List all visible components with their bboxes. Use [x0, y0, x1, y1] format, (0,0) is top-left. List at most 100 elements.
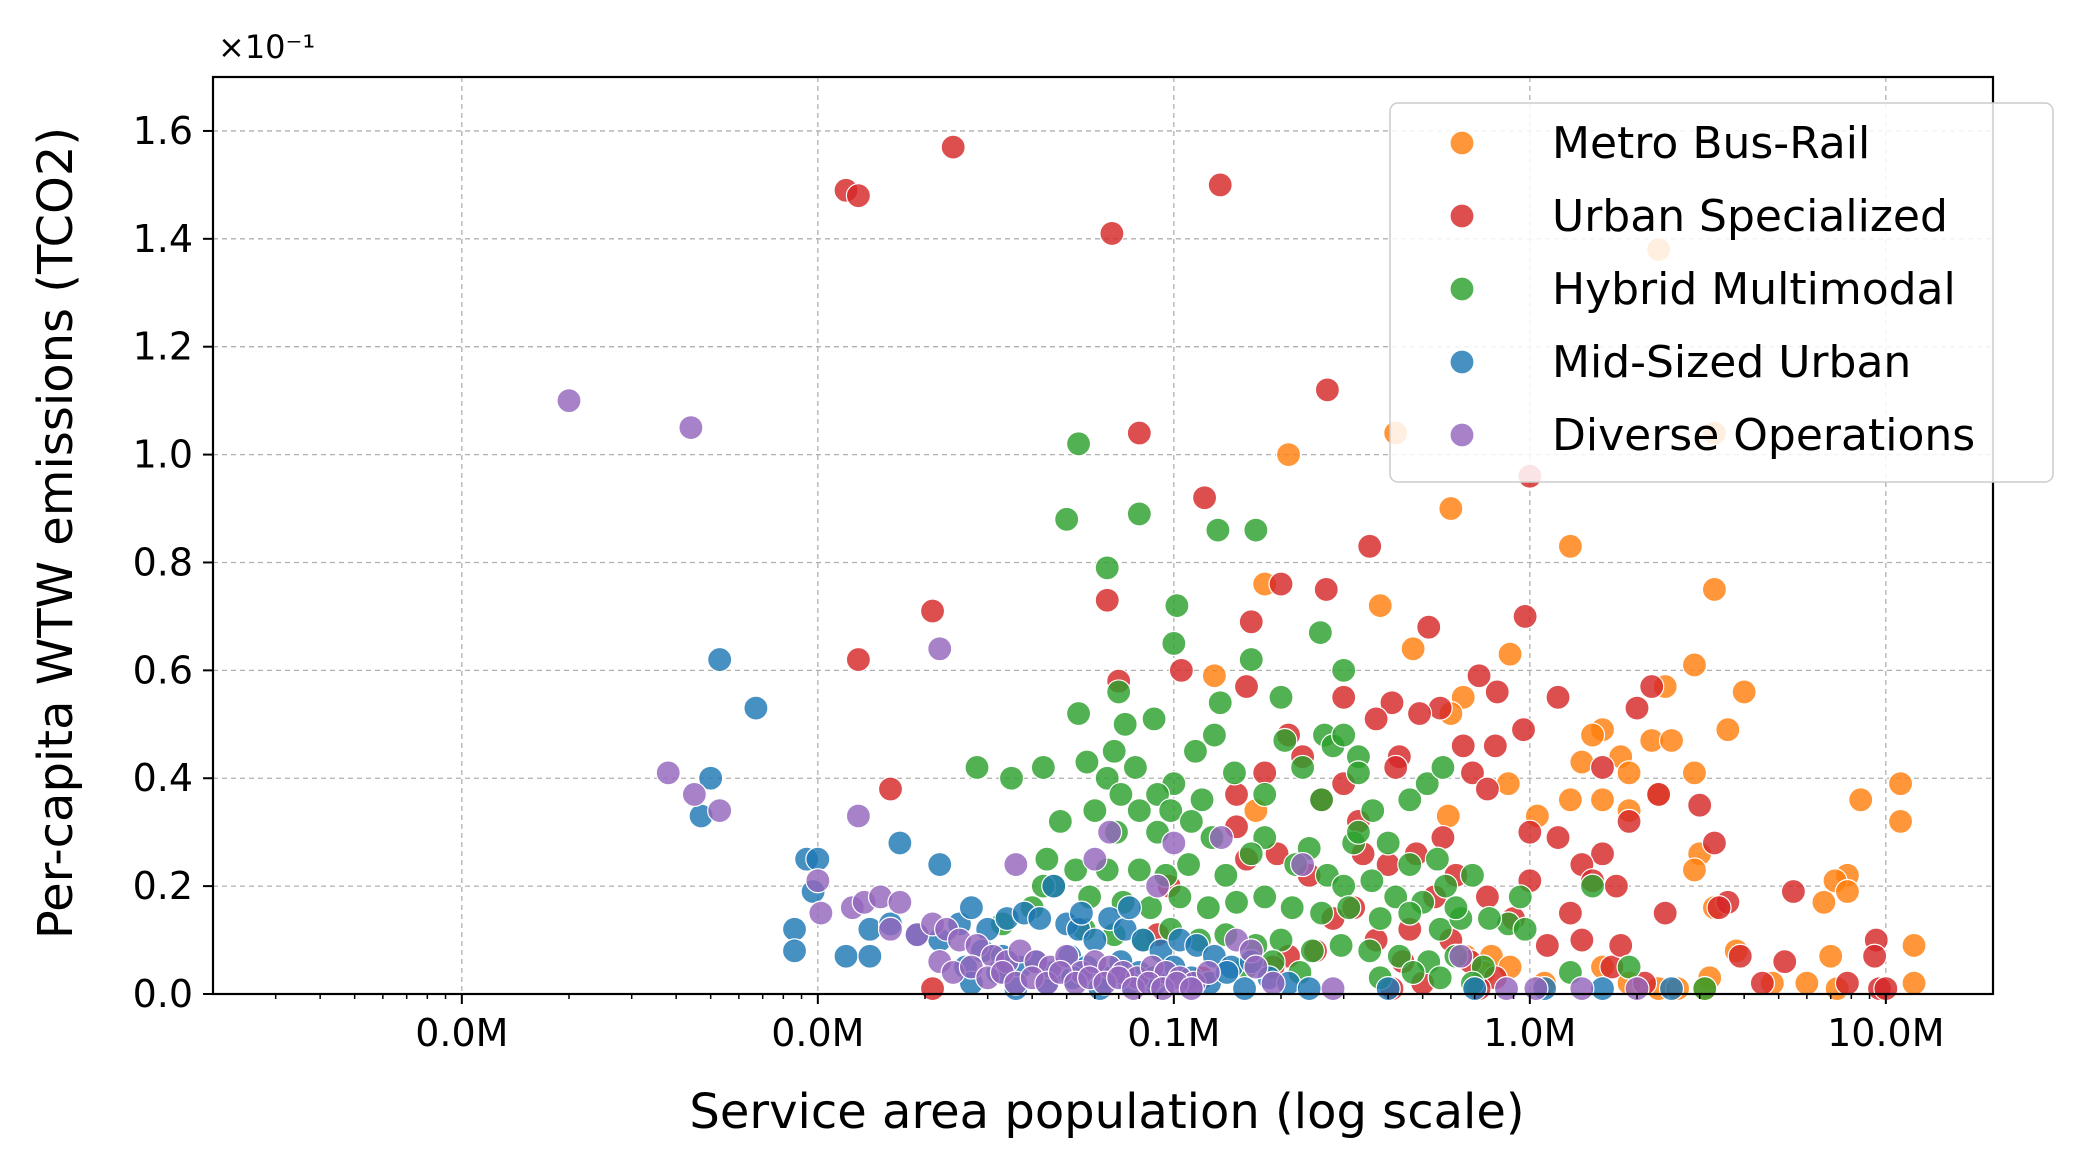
- point-urban-specialized: [1474, 884, 1501, 910]
- y-tick-label: 1.0: [133, 433, 193, 477]
- point-mid-sized-urban: [781, 938, 808, 964]
- point-hybrid-multimodal: [1047, 808, 1073, 834]
- point-metro-bus-rail: [1569, 749, 1595, 775]
- point-urban-specialized: [1331, 684, 1357, 710]
- point-metro-bus-rail: [1834, 878, 1861, 905]
- y-tick-label: 1.4: [133, 217, 193, 261]
- point-mid-sized-urban: [1296, 976, 1322, 1002]
- point-urban-specialized: [1624, 695, 1650, 721]
- point-metro-bus-rail: [1901, 932, 1927, 959]
- point-hybrid-multimodal: [1579, 873, 1606, 899]
- point-urban-specialized: [1357, 533, 1383, 559]
- point-metro-bus-rail: [1901, 970, 1927, 996]
- point-urban-specialized: [1268, 571, 1294, 597]
- point-diverse-operations: [655, 760, 681, 786]
- y-axis-ticks: 0.0 0.2 0.4 0.6 0.8 1.0 1.2 1.4 1.6: [133, 109, 213, 1016]
- point-urban-specialized: [1314, 377, 1340, 403]
- point-metro-bus-rail: [1201, 663, 1227, 689]
- point-hybrid-multimodal: [1443, 895, 1469, 921]
- point-urban-specialized: [877, 776, 904, 802]
- point-hybrid-multimodal: [1427, 965, 1453, 991]
- point-hybrid-multimodal: [1357, 938, 1383, 964]
- point-hybrid-multimodal: [1094, 555, 1120, 581]
- point-urban-specialized: [1094, 587, 1120, 613]
- point-diverse-operations: [1003, 851, 1029, 878]
- point-diverse-operations: [1260, 970, 1286, 996]
- point-hybrid-multimodal: [1065, 700, 1092, 727]
- point-metro-bus-rail: [1438, 495, 1464, 522]
- point-hybrid-multimodal: [1331, 722, 1357, 748]
- point-urban-specialized: [1466, 663, 1492, 689]
- point-hybrid-multimodal: [1238, 646, 1264, 673]
- point-metro-bus-rail: [1435, 803, 1461, 829]
- point-hybrid-multimodal: [1223, 889, 1250, 915]
- point-metro-bus-rail: [1681, 857, 1708, 883]
- point-hybrid-multimodal: [1336, 895, 1362, 921]
- point-diverse-operations: [1290, 851, 1316, 878]
- point-hybrid-multimodal: [1375, 830, 1401, 856]
- point-urban-specialized: [1383, 754, 1409, 781]
- point-urban-specialized: [919, 598, 946, 624]
- legend-marker: [1449, 130, 1475, 156]
- point-urban-specialized: [1233, 673, 1260, 700]
- point-hybrid-multimodal: [1243, 517, 1269, 543]
- point-hybrid-multimodal: [1161, 630, 1187, 656]
- point-mid-sized-urban: [781, 916, 808, 942]
- point-hybrid-multimodal: [1065, 431, 1092, 457]
- point-hybrid-multimodal: [1507, 884, 1533, 910]
- point-urban-specialized: [1639, 673, 1665, 700]
- point-metro-bus-rail: [1731, 679, 1757, 705]
- point-diverse-operations: [1178, 976, 1204, 1002]
- point-urban-specialized: [1482, 733, 1508, 759]
- point-urban-specialized: [1569, 927, 1595, 953]
- point-urban-specialized: [1652, 900, 1678, 926]
- x-axis-label: Service area population (log scale): [689, 1084, 1524, 1140]
- point-metro-bus-rail: [1681, 760, 1708, 786]
- x-tick-label: 0.0M: [415, 1011, 508, 1055]
- plot-frame: [211, 75, 1995, 996]
- x-axis-ticks: 0.0M 0.0M 0.1M 1.0M 10.0M: [274, 994, 1945, 1055]
- point-metro-bus-rail: [1794, 970, 1820, 996]
- point-hybrid-multimodal: [1397, 787, 1423, 813]
- point-metro-bus-rail: [1681, 652, 1708, 678]
- point-mid-sized-urban: [805, 846, 831, 872]
- point-urban-specialized: [1646, 781, 1672, 808]
- point-urban-specialized: [1557, 900, 1583, 926]
- point-urban-specialized: [1191, 485, 1218, 511]
- point-hybrid-multimodal: [1213, 862, 1239, 888]
- point-hybrid-multimodal: [1030, 754, 1056, 781]
- point-urban-specialized: [1363, 706, 1389, 732]
- point-metro-bus-rail: [1367, 593, 1393, 619]
- point-diverse-operations: [877, 916, 904, 942]
- point-mid-sized-urban: [1068, 900, 1095, 926]
- point-hybrid-multimodal: [1331, 657, 1357, 683]
- point-urban-specialized: [1430, 824, 1456, 851]
- point-hybrid-multimodal: [1299, 938, 1325, 964]
- y-axis-label: Per-capita WTW emissions (TCO2): [28, 127, 84, 939]
- point-hybrid-multimodal: [1279, 895, 1305, 921]
- y-tick-label: 1.2: [133, 325, 193, 369]
- point-diverse-operations: [845, 803, 871, 829]
- y-tick-label: 0.2: [133, 864, 193, 908]
- point-hybrid-multimodal: [1328, 932, 1354, 959]
- point-urban-specialized: [1687, 792, 1713, 818]
- point-diverse-operations: [927, 636, 953, 662]
- point-hybrid-multimodal: [1397, 851, 1423, 878]
- point-urban-specialized: [1834, 970, 1861, 996]
- point-metro-bus-rail: [1848, 787, 1874, 813]
- point-hybrid-multimodal: [1167, 884, 1193, 910]
- point-hybrid-multimodal: [1268, 927, 1294, 953]
- point-diverse-operations: [1493, 976, 1520, 1002]
- point-urban-specialized: [1545, 824, 1571, 851]
- point-hybrid-multimodal: [1459, 862, 1486, 888]
- x-tick-label: 10.0M: [1827, 1011, 1944, 1055]
- point-hybrid-multimodal: [1307, 619, 1333, 646]
- point-hybrid-multimodal: [1386, 943, 1412, 969]
- point-hybrid-multimodal: [1397, 900, 1423, 926]
- point-hybrid-multimodal: [1383, 884, 1409, 910]
- point-hybrid-multimodal: [1238, 841, 1264, 867]
- point-hybrid-multimodal: [1164, 593, 1190, 619]
- point-hybrid-multimodal: [964, 754, 990, 781]
- point-urban-specialized: [1772, 949, 1798, 975]
